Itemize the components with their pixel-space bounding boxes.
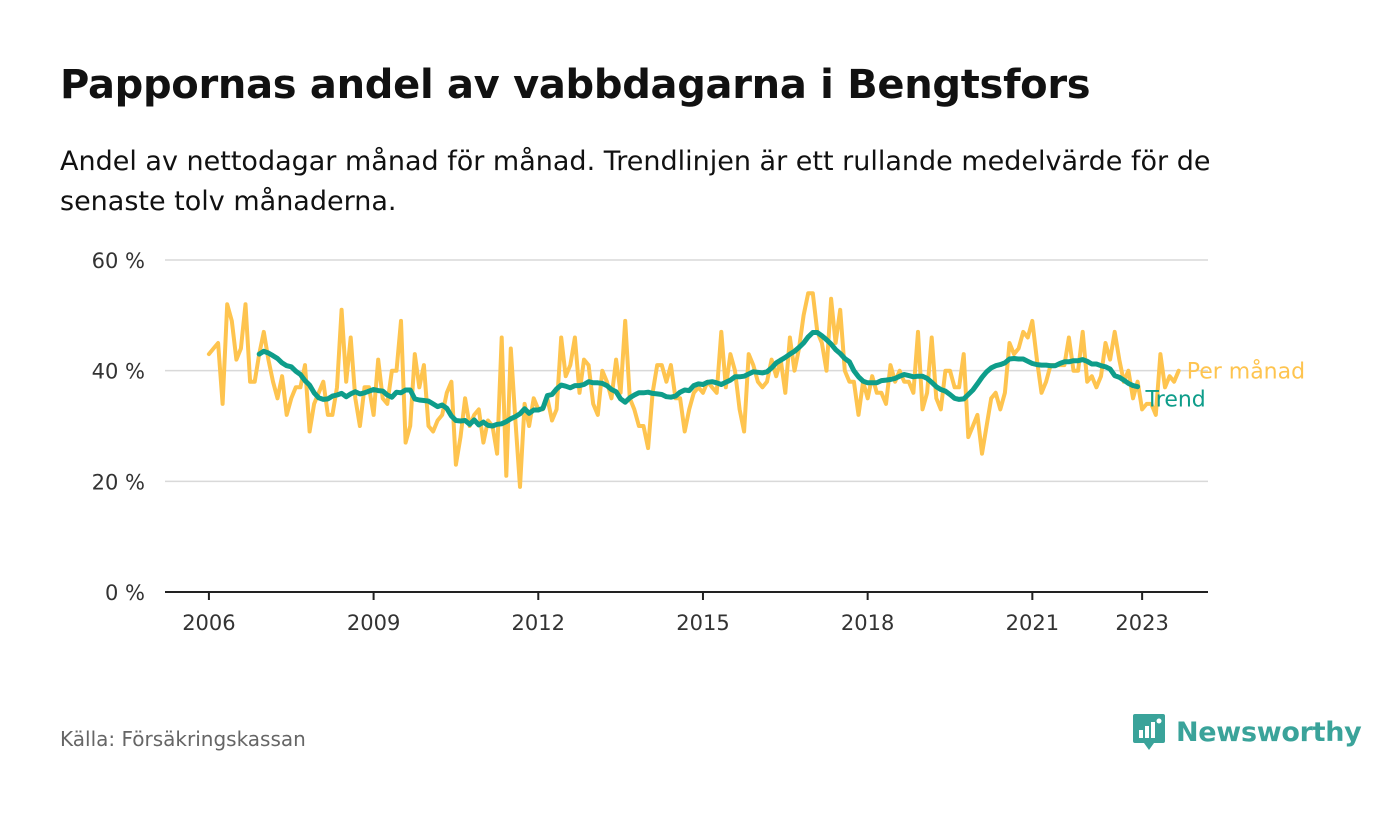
x-tick-label: 2015 bbox=[676, 611, 729, 635]
x-axis-ticks: 2006 2009 2012 2015 2018 2021 2023 bbox=[182, 592, 1169, 635]
chart-title: Pappornas andel av vabbdagarna i Bengtsf… bbox=[60, 62, 1091, 108]
line-chart: 0 % 20 % 40 % 60 % 2006 2009 2012 2015 2018 2021… bbox=[92, 249, 1306, 635]
x-tick-label: 2009 bbox=[347, 611, 400, 635]
series-label-per-manad: Per månad bbox=[1187, 359, 1305, 385]
x-tick-label: 2006 bbox=[182, 611, 235, 635]
chart-subtitle: Andel av nettodagar månad för månad. Tre… bbox=[60, 146, 1211, 217]
y-axis-labels: 0 % 20 % 40 % 60 % bbox=[92, 249, 145, 605]
series-labels: Per månad Trend bbox=[1145, 359, 1306, 413]
y-tick-label: 40 % bbox=[92, 360, 145, 384]
y-tick-label: 20 % bbox=[92, 470, 145, 494]
y-tick-label: 60 % bbox=[92, 249, 145, 273]
series-line-trend bbox=[256, 330, 1141, 429]
source-note: Källa: Försäkringskassan bbox=[60, 727, 306, 751]
gridlines bbox=[165, 259, 1208, 483]
series-lines bbox=[206, 291, 1181, 489]
x-tick-label: 2021 bbox=[1006, 611, 1059, 635]
x-tick-label: 2023 bbox=[1115, 611, 1168, 635]
series-line-per-manad bbox=[206, 291, 1181, 489]
brand-name: Newsworthy bbox=[1176, 716, 1362, 748]
y-tick-label: 0 % bbox=[105, 581, 145, 605]
x-tick-label: 2012 bbox=[512, 611, 565, 635]
x-tick-label: 2018 bbox=[841, 611, 894, 635]
series-label-trend: Trend bbox=[1145, 388, 1206, 413]
newsworthy-logo-icon bbox=[1133, 714, 1165, 750]
brand-logo[interactable]: Newsworthy bbox=[1132, 712, 1362, 752]
